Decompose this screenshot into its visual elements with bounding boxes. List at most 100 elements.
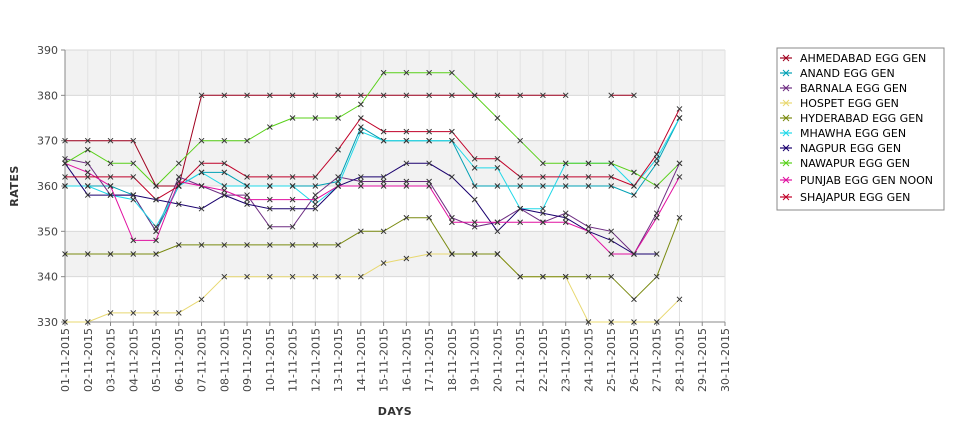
data-point-marker	[84, 183, 91, 189]
data-point-marker	[403, 214, 410, 221]
y-tick-label: 370	[37, 135, 58, 148]
data-point-marker	[676, 160, 683, 167]
x-tick-label: 05-11-2015	[150, 328, 163, 392]
data-point-marker	[175, 201, 182, 207]
data-point-marker	[244, 201, 250, 207]
data-point-marker	[198, 183, 205, 189]
legend-swatch-marker	[782, 144, 790, 152]
data-point-marker	[380, 137, 387, 144]
data-point-marker	[312, 192, 319, 198]
data-point-marker	[471, 165, 478, 171]
data-point-marker	[517, 205, 524, 212]
data-point-marker	[62, 160, 68, 167]
x-tick-label: 08-11-2015	[218, 328, 231, 392]
data-point-marker	[380, 228, 387, 235]
legend-swatch-marker	[782, 54, 790, 62]
x-tick-label: 06-11-2015	[173, 328, 186, 392]
data-point-marker	[517, 219, 524, 226]
x-tick-label: 09-11-2015	[241, 328, 254, 392]
data-point-marker	[653, 273, 660, 280]
data-point-marker	[380, 92, 387, 99]
legend-swatch-marker	[782, 129, 790, 137]
series-line	[65, 108, 680, 201]
data-point-marker	[540, 205, 546, 212]
data-point-marker	[107, 160, 114, 167]
data-point-marker	[358, 128, 364, 135]
data-point-marker	[676, 106, 683, 112]
data-point-marker	[335, 115, 341, 121]
x-tick-labels: 01-11-2015 02-11-2015 03-11-2015 04-11-2015…	[59, 328, 732, 392]
data-point-marker	[175, 242, 182, 248]
y-tick-label: 390	[37, 44, 58, 57]
data-point-marker	[84, 169, 91, 176]
x-tick-label: 15-11-2015	[378, 328, 391, 392]
data-point-marker	[130, 160, 137, 167]
data-point-marker	[130, 251, 137, 257]
series-line	[65, 217, 680, 301]
data-point-marker	[449, 214, 455, 221]
x-axis-title: DAYS	[378, 405, 412, 418]
data-point-marker	[426, 183, 432, 189]
data-point-marker	[403, 128, 410, 135]
data-point-marker	[312, 196, 319, 203]
data-point-marker	[221, 187, 228, 194]
plot-band	[65, 140, 725, 186]
data-point-marker	[608, 251, 615, 257]
data-point-marker	[289, 174, 296, 180]
data-point-marker	[335, 178, 341, 185]
data-point-marker	[130, 237, 137, 244]
data-point-marker	[403, 137, 410, 144]
series-lines	[64, 72, 680, 323]
data-point-marker	[517, 137, 524, 144]
x-tick-label: 23-11-2015	[560, 328, 573, 392]
data-point-marker	[494, 115, 501, 121]
data-point-marker	[335, 92, 341, 99]
legend-box	[776, 47, 945, 211]
data-point-marker	[84, 251, 91, 257]
data-point-marker	[608, 237, 615, 244]
x-tick-label: 28-11-2015	[673, 328, 686, 392]
data-point-marker	[494, 92, 501, 99]
data-point-marker	[494, 183, 501, 189]
data-point-marker	[380, 178, 387, 185]
data-point-marker	[653, 251, 660, 257]
y-tick-label: 380	[37, 89, 58, 102]
data-point-marker	[62, 137, 68, 144]
data-point-marker	[175, 310, 182, 316]
data-point-marker	[653, 214, 660, 221]
data-point-marker	[449, 174, 455, 180]
legend-label: SHAJAPUR EGG GEN	[800, 191, 910, 204]
plot-band	[65, 276, 725, 322]
series-line	[64, 72, 680, 187]
legend-swatch-marker	[782, 193, 790, 201]
data-point-marker	[403, 160, 410, 167]
data-point-marker	[426, 92, 432, 99]
data-point-marker	[540, 219, 546, 226]
data-point-marker	[517, 183, 524, 189]
data-point-marker	[107, 192, 114, 198]
data-point-marker	[130, 310, 137, 316]
y-tick-label: 330	[37, 316, 58, 329]
data-point-marker	[585, 174, 592, 180]
data-point-marker	[585, 160, 592, 167]
y-axis-title: RATES	[8, 165, 21, 207]
data-point-marker	[653, 210, 660, 217]
x-tick-label: 19-11-2015	[469, 328, 482, 392]
data-point-marker	[312, 201, 319, 207]
legend-swatch-marker	[782, 114, 790, 122]
data-point-marker	[358, 228, 364, 235]
data-point-marker	[380, 183, 387, 189]
series-markers	[62, 69, 683, 325]
data-point-marker	[175, 174, 182, 180]
data-point-marker	[266, 196, 273, 203]
data-point-marker	[380, 128, 387, 135]
data-point-marker	[84, 192, 91, 198]
data-point-marker	[449, 128, 455, 135]
data-point-marker	[62, 319, 68, 325]
data-point-marker	[517, 273, 524, 280]
legend-swatch-marker	[782, 176, 790, 184]
legend: AHMEDABAD EGG GEN ANAND EGG GEN BARNALA EG…	[776, 47, 945, 211]
data-point-marker	[426, 137, 432, 144]
data-point-marker	[221, 242, 228, 248]
data-point-marker	[676, 214, 683, 221]
